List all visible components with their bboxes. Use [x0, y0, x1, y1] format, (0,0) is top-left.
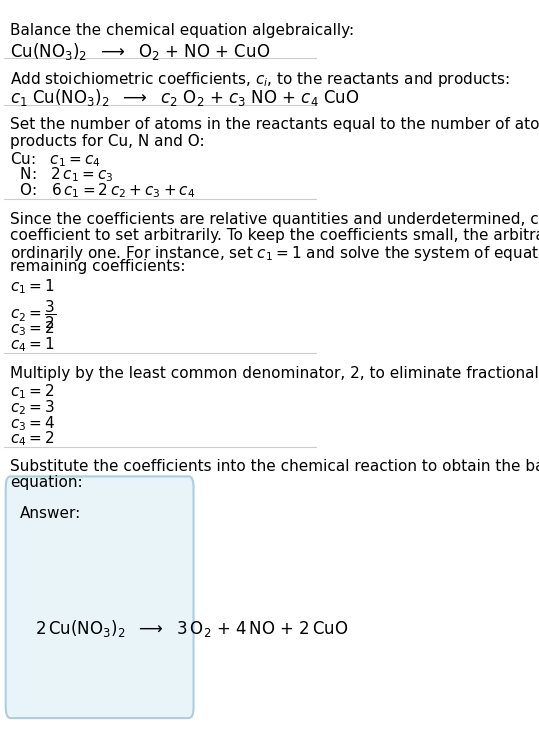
Text: $c_3 = 4$: $c_3 = 4$ [10, 414, 56, 432]
Text: $c_3 = 2$: $c_3 = 2$ [10, 320, 55, 338]
Text: $\mathrm{Cu(NO_3)_2}$  $\longrightarrow$  $\mathrm{O_2}$ + NO + CuO: $\mathrm{Cu(NO_3)_2}$ $\longrightarrow$ … [10, 41, 271, 62]
Text: $c_4 = 2$: $c_4 = 2$ [10, 429, 55, 448]
Text: $c_1$ $\mathrm{Cu(NO_3)_2}$  $\longrightarrow$  $c_2$ $\mathrm{O_2}$ + $c_3$ NO : $c_1$ $\mathrm{Cu(NO_3)_2}$ $\longrighta… [10, 87, 360, 108]
Text: Multiply by the least common denominator, 2, to eliminate fractional coefficient: Multiply by the least common denominator… [10, 365, 539, 381]
Text: Set the number of atoms in the reactants equal to the number of atoms in the: Set the number of atoms in the reactants… [10, 117, 539, 132]
Text: ordinarily one. For instance, set $c_1 = 1$ and solve the system of equations fo: ordinarily one. For instance, set $c_1 =… [10, 244, 539, 262]
Text: O:   $6\,c_1 = 2\,c_2 + c_3 + c_4$: O: $6\,c_1 = 2\,c_2 + c_3 + c_4$ [10, 181, 196, 200]
Text: $c_4 = 1$: $c_4 = 1$ [10, 335, 55, 353]
Text: Balance the chemical equation algebraically:: Balance the chemical equation algebraica… [10, 23, 355, 38]
Text: equation:: equation: [10, 475, 83, 490]
Text: $c_1 = 1$: $c_1 = 1$ [10, 277, 55, 296]
Text: remaining coefficients:: remaining coefficients: [10, 259, 186, 274]
Text: products for Cu, N and O:: products for Cu, N and O: [10, 134, 205, 149]
FancyBboxPatch shape [6, 477, 194, 718]
Text: Substitute the coefficients into the chemical reaction to obtain the balanced: Substitute the coefficients into the che… [10, 459, 539, 475]
Text: $2\,\mathrm{Cu(NO_3)_2}$  $\longrightarrow$  $3\,\mathrm{O_2}$ + $4\,\mathrm{NO}: $2\,\mathrm{Cu(NO_3)_2}$ $\longrightarro… [36, 617, 349, 638]
Text: $c_2 = 3$: $c_2 = 3$ [10, 399, 56, 417]
Text: Answer:: Answer: [20, 506, 81, 521]
Text: Add stoichiometric coefficients, $c_i$, to the reactants and products:: Add stoichiometric coefficients, $c_i$, … [10, 70, 510, 89]
Text: $c_2 = \dfrac{3}{2}$: $c_2 = \dfrac{3}{2}$ [10, 298, 57, 331]
Text: $c_1 = 2$: $c_1 = 2$ [10, 383, 55, 402]
Text: coefficient to set arbitrarily. To keep the coefficients small, the arbitrary va: coefficient to set arbitrarily. To keep … [10, 228, 539, 243]
Text: Since the coefficients are relative quantities and underdetermined, choose a: Since the coefficients are relative quan… [10, 212, 539, 227]
Text: N:   $2\,c_1 = c_3$: N: $2\,c_1 = c_3$ [10, 165, 114, 184]
Text: Cu:   $c_1 = c_4$: Cu: $c_1 = c_4$ [10, 150, 101, 168]
